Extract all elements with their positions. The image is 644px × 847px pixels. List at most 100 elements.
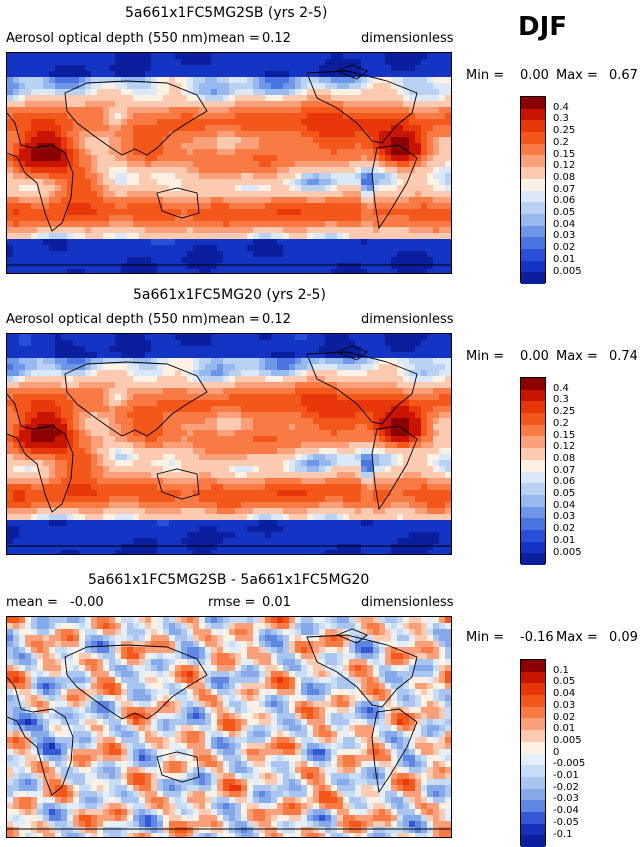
field-cell <box>67 143 74 150</box>
colorbar-swatch <box>521 109 545 121</box>
field-cell <box>61 137 68 144</box>
field-cell <box>7 370 14 377</box>
field-cell <box>151 245 158 252</box>
field-cell <box>79 131 86 138</box>
field-cell <box>139 167 146 174</box>
field-cell <box>259 388 266 395</box>
field-cell <box>109 436 116 443</box>
field-cell <box>223 442 230 449</box>
field-cell <box>295 478 302 485</box>
field-cell <box>73 215 80 222</box>
field-cell <box>85 209 92 216</box>
field-cell <box>109 269 116 274</box>
field-cell <box>37 352 44 359</box>
field-cell <box>229 406 236 413</box>
field-cell <box>49 460 56 467</box>
field-cell <box>163 406 170 413</box>
field-cell <box>55 95 62 102</box>
field-cell <box>319 167 326 174</box>
field-cell <box>265 95 272 102</box>
field-cell <box>409 209 416 216</box>
field-cell <box>385 191 392 198</box>
field-cell <box>445 137 452 144</box>
field-cell <box>241 71 248 78</box>
field-cell <box>187 53 194 60</box>
field-cell <box>133 215 140 222</box>
field-cell <box>301 137 308 144</box>
field-cell <box>325 77 332 84</box>
field-cell <box>241 472 248 479</box>
field-cell <box>55 382 62 389</box>
field-cell <box>373 448 380 455</box>
field-cell <box>409 65 416 72</box>
field-cell <box>397 65 404 72</box>
field-cell <box>439 412 446 419</box>
field-cell <box>19 113 26 120</box>
field-cell <box>247 155 254 162</box>
field-cell <box>103 125 110 132</box>
field-cell <box>73 412 80 419</box>
field-cell <box>331 161 338 168</box>
field-cell <box>151 197 158 204</box>
field-cell <box>271 149 278 156</box>
field-cell <box>271 263 278 270</box>
field-cell <box>73 245 80 252</box>
field-cell <box>187 83 194 90</box>
field-cell <box>337 257 344 264</box>
field-cell <box>331 137 338 144</box>
field-cell <box>409 376 416 383</box>
field-cell <box>301 101 308 108</box>
field-cell <box>169 233 176 240</box>
field-cell <box>199 53 206 60</box>
field-cell <box>301 113 308 120</box>
field-cell <box>301 107 308 114</box>
field-cell <box>361 95 368 102</box>
field-cell <box>259 472 266 479</box>
field-cell <box>373 95 380 102</box>
field-cell <box>7 502 14 509</box>
field-cell <box>115 382 122 389</box>
field-cell <box>211 448 218 455</box>
field-cell <box>61 227 68 234</box>
field-cell <box>109 394 116 401</box>
field-cell <box>25 53 32 60</box>
field-cell <box>73 101 80 108</box>
field-cell <box>115 472 122 479</box>
field-cell <box>193 436 200 443</box>
field-cell <box>31 448 38 455</box>
field-cell <box>199 149 206 156</box>
field-cell <box>19 508 26 515</box>
field-cell <box>7 263 14 270</box>
field-cell <box>169 442 176 449</box>
field-cell <box>289 340 296 347</box>
field-cell <box>79 239 86 246</box>
field-cell <box>19 382 26 389</box>
field-cell <box>421 346 428 353</box>
field-cell <box>61 71 68 78</box>
field-cell <box>115 412 122 419</box>
field-cell <box>127 490 134 497</box>
field-cell <box>451 131 452 138</box>
field-cell <box>43 149 50 156</box>
field-cell <box>223 478 230 485</box>
field-cell <box>361 209 368 216</box>
field-cell <box>115 83 122 90</box>
field-cell <box>163 137 170 144</box>
field-cell <box>7 185 14 192</box>
field-cell <box>403 418 410 425</box>
field-cell <box>217 239 224 246</box>
field-cell <box>265 239 272 246</box>
field-cell <box>97 113 104 120</box>
field-cell <box>313 53 320 60</box>
field-cell <box>331 448 338 455</box>
field-cell <box>325 143 332 150</box>
field-cell <box>265 107 272 114</box>
field-cell <box>211 119 218 126</box>
field-cell <box>301 472 308 479</box>
field-cell <box>325 125 332 132</box>
field-cell <box>409 334 416 341</box>
field-cell <box>157 346 164 353</box>
field-cell <box>301 370 308 377</box>
field-cell <box>265 334 272 341</box>
field-cell <box>391 352 398 359</box>
